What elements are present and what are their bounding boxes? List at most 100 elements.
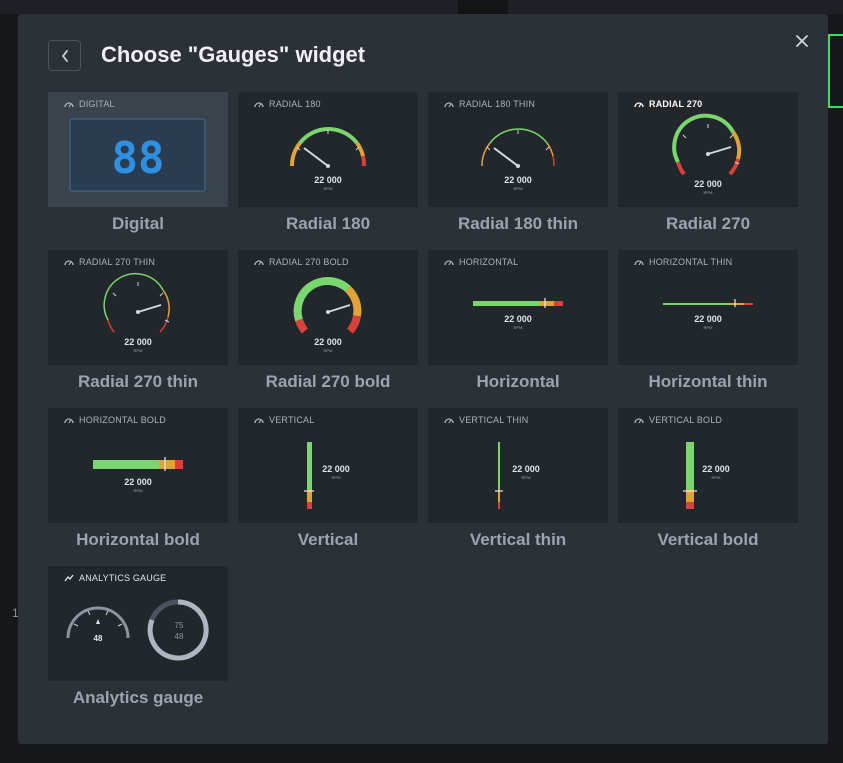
background-widget-edge xyxy=(828,34,843,108)
widget-preview: RADIAL 180 22 000 RPM xyxy=(238,92,418,207)
widget-tile-radial-180-thin[interactable]: RADIAL 180 THIN 22 000 RPM Radial 180 th… xyxy=(428,92,608,235)
close-button[interactable] xyxy=(791,30,813,52)
gauge-readout-unit: RPM xyxy=(704,190,713,195)
widget-preview-label: RADIAL 270 BOLD xyxy=(254,257,349,267)
widget-preview: VERTICAL THIN 22 000 RPM xyxy=(428,408,608,523)
widget-preview: DIGITAL 88 xyxy=(48,92,228,207)
speedometer-icon xyxy=(254,260,264,266)
digital-gauge-graphic: 88 xyxy=(69,118,206,192)
digital-display-value: 88 xyxy=(112,133,165,184)
widget-preview: HORIZONTAL 22 000 RPM xyxy=(428,250,608,365)
analytics-ring-top-value: 75 xyxy=(175,621,184,630)
widget-tile-vertical-thin[interactable]: VERTICAL THIN 22 000 RPM Vertical thin xyxy=(428,408,608,551)
widget-tile-vertical[interactable]: VERTICAL 22 000 RPM Vertical xyxy=(238,408,418,551)
widget-preview-label: RADIAL 270 xyxy=(634,99,702,109)
gauge-readout-value: 22 000 xyxy=(504,175,532,185)
radial-270-bold-gauge-graphic: 22 000 RPM xyxy=(293,277,362,353)
widget-name: Digital xyxy=(112,214,164,233)
speedometer-icon xyxy=(64,260,74,266)
widget-picker-dialog: Choose "Gauges" widget DIGITAL 88 Digita… xyxy=(18,14,828,744)
widget-name: Horizontal xyxy=(476,372,560,391)
speedometer-icon xyxy=(634,102,644,108)
gauge-readout-unit: RPM xyxy=(704,325,713,330)
gauge-readout-value: 22 000 xyxy=(702,464,730,474)
dialog-title: Choose "Gauges" widget xyxy=(101,42,366,67)
horizontal-bold-gauge-graphic: 22 000 RPM xyxy=(93,457,183,493)
gauge-readout-value: 22 000 xyxy=(322,464,350,474)
widget-preview-label: RADIAL 180 THIN xyxy=(444,99,535,109)
widget-preview-label: HORIZONTAL BOLD xyxy=(64,415,166,425)
widget-tile-digital[interactable]: DIGITAL 88 Digital xyxy=(48,92,228,235)
widget-preview-label: HORIZONTAL xyxy=(444,257,518,267)
chevron-left-icon xyxy=(61,49,68,62)
gauge-readout-value: 22 000 xyxy=(504,314,532,324)
analytics-ring-bottom-value: 48 xyxy=(175,632,184,641)
radial-180-thin-gauge-graphic: 22 000 RPM xyxy=(481,128,555,191)
analytics-left-value: 48 xyxy=(94,634,103,643)
gauge-readout-unit: RPM xyxy=(514,325,523,330)
widget-preview: HORIZONTAL THIN 22 000 RPM xyxy=(618,250,798,365)
gauge-readout-unit: RPM xyxy=(324,186,333,191)
widget-name: Vertical thin xyxy=(469,530,567,549)
widget-tile-radial-270[interactable]: RADIAL 270 22 000 RPM Radial 270 xyxy=(618,92,798,235)
widget-tile-horizontal-bold[interactable]: HORIZONTAL BOLD 22 000 RPM Horizontal bo… xyxy=(48,408,228,551)
widget-tile-radial-270-thin[interactable]: RADIAL 270 THIN 22 000 RPM Radial 270 th… xyxy=(48,250,228,393)
widget-preview: RADIAL 270 22 000 RPM xyxy=(618,92,798,207)
vertical-thin-gauge-graphic: 22 000 RPM xyxy=(495,442,540,509)
horizontal-gauge-graphic: 22 000 RPM xyxy=(473,298,563,330)
widget-name: Radial 270 xyxy=(665,214,751,233)
radial-180-gauge-graphic: 22 000 RPM xyxy=(289,126,367,191)
close-icon xyxy=(796,35,808,47)
gauge-readout-unit: RPM xyxy=(712,475,721,480)
widget-preview: RADIAL 180 THIN 22 000 RPM xyxy=(428,92,608,207)
widget-tile-vertical-bold[interactable]: VERTICAL BOLD 22 000 RPM Vertical bold xyxy=(618,408,798,551)
speedometer-icon xyxy=(64,102,74,108)
widget-name: Radial 270 thin xyxy=(78,372,198,391)
gauge-readout-value: 22 000 xyxy=(694,179,722,189)
widget-tile-radial-180[interactable]: RADIAL 180 22 000 RPM Radial 180 xyxy=(238,92,418,235)
widget-preview-label: DIGITAL xyxy=(64,99,115,109)
gauge-readout-value: 22 000 xyxy=(124,337,152,347)
widget-preview: VERTICAL 22 000 RPM xyxy=(238,408,418,523)
gauge-readout-unit: RPM xyxy=(514,186,523,191)
gauge-readout-value: 22 000 xyxy=(124,477,152,487)
gauge-readout-unit: RPM xyxy=(324,348,333,353)
speedometer-icon xyxy=(444,418,454,424)
widget-preview: HORIZONTAL BOLD 22 000 RPM xyxy=(48,408,228,523)
widget-tile-horizontal-thin[interactable]: HORIZONTAL THIN 22 000 RPM Horizontal th… xyxy=(618,250,798,393)
trend-line-icon xyxy=(64,574,74,582)
widget-preview-label: RADIAL 270 THIN xyxy=(64,257,155,267)
gauge-readout-value: 22 000 xyxy=(314,175,342,185)
widget-name: Vertical bold xyxy=(657,530,759,549)
speedometer-icon xyxy=(634,260,644,266)
gauge-readout-unit: RPM xyxy=(522,475,531,480)
widget-tile-radial-270-bold[interactable]: RADIAL 270 BOLD 22 000 RPM Radial 270 bo… xyxy=(238,250,418,393)
widget-name: Horizontal bold xyxy=(76,530,200,549)
background-number: 1 xyxy=(12,606,19,620)
widget-name: Horizontal thin xyxy=(648,372,768,391)
widget-preview: RADIAL 270 THIN 22 000 RPM xyxy=(48,250,228,365)
radial-270-gauge-graphic: 22 000 RPM xyxy=(672,113,742,195)
speedometer-icon xyxy=(634,418,644,424)
gauge-readout-value: 22 000 xyxy=(512,464,540,474)
vertical-bold-gauge-graphic: 22 000 RPM xyxy=(683,442,730,509)
background-top-bar xyxy=(0,0,843,14)
widget-preview-label: HORIZONTAL THIN xyxy=(634,257,732,267)
vertical-gauge-graphic: 22 000 RPM xyxy=(304,442,350,509)
widget-name: Radial 180 xyxy=(285,214,371,233)
widget-preview: ANALYTICS GAUGE 48 75 48 xyxy=(48,566,228,681)
widget-tile-horizontal[interactable]: HORIZONTAL 22 000 RPM Horizontal xyxy=(428,250,608,393)
speedometer-icon xyxy=(64,418,74,424)
widget-preview: VERTICAL BOLD 22 000 RPM xyxy=(618,408,798,523)
speedometer-icon xyxy=(444,260,454,266)
analytics-gauge-graphic: 48 75 48 xyxy=(66,599,209,661)
widget-preview: RADIAL 270 BOLD 22 000 RPM xyxy=(238,250,418,365)
back-button[interactable] xyxy=(48,40,81,71)
speedometer-icon xyxy=(254,102,264,108)
widget-name: Analytics gauge xyxy=(72,688,204,707)
widget-preview-label: RADIAL 180 xyxy=(254,99,321,109)
widget-preview-label: VERTICAL BOLD xyxy=(634,415,722,425)
widget-tile-analytics-gauge[interactable]: ANALYTICS GAUGE 48 75 48 Analytics gauge xyxy=(48,566,228,709)
horizontal-thin-gauge-graphic: 22 000 RPM xyxy=(663,299,753,330)
gauge-readout-value: 22 000 xyxy=(694,314,722,324)
